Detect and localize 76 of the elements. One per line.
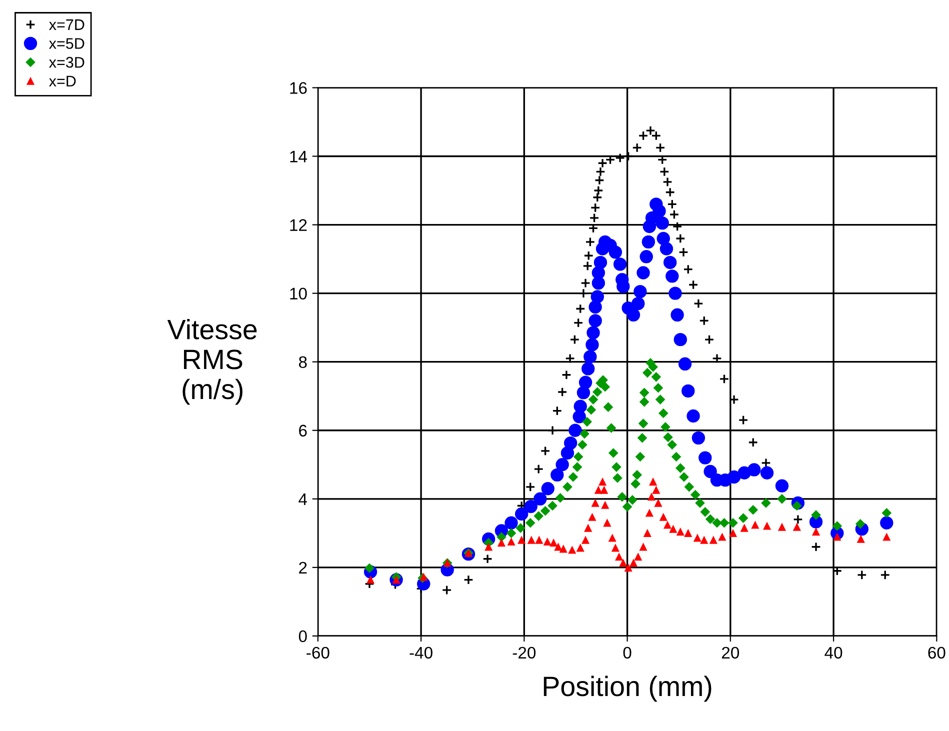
point bbox=[740, 524, 748, 532]
point bbox=[763, 522, 771, 530]
point bbox=[601, 501, 609, 509]
x-tick-label: 0 bbox=[623, 646, 632, 659]
x-tick-label: -40 bbox=[410, 646, 432, 659]
point bbox=[550, 538, 558, 547]
y-tick-label: 0 bbox=[298, 630, 307, 642]
point bbox=[882, 533, 890, 541]
point bbox=[652, 486, 660, 494]
point bbox=[812, 528, 820, 536]
x-tick-label: -20 bbox=[512, 646, 536, 659]
point bbox=[518, 536, 526, 544]
point bbox=[507, 538, 516, 546]
point bbox=[624, 564, 632, 572]
point bbox=[630, 559, 638, 567]
x-axis-title: Position (mm) bbox=[544, 676, 712, 702]
point bbox=[535, 536, 543, 544]
point bbox=[729, 529, 737, 537]
point bbox=[528, 536, 536, 544]
point bbox=[588, 513, 596, 521]
point bbox=[654, 499, 662, 507]
y-tick-label: 8 bbox=[298, 356, 307, 368]
point bbox=[608, 534, 616, 542]
point bbox=[584, 524, 592, 532]
point bbox=[594, 486, 602, 494]
point bbox=[634, 552, 642, 561]
point bbox=[660, 513, 668, 521]
x-tick-label: 20 bbox=[722, 646, 740, 659]
legend-label: x=5D bbox=[49, 38, 84, 49]
point bbox=[857, 535, 865, 543]
point bbox=[603, 519, 611, 527]
point bbox=[664, 521, 672, 529]
point bbox=[793, 523, 801, 531]
x-tick-label: 40 bbox=[824, 646, 842, 659]
point bbox=[639, 543, 648, 551]
y-tick-label: 16 bbox=[290, 82, 307, 94]
x-tick-label: 60 bbox=[928, 646, 946, 659]
point bbox=[778, 523, 786, 531]
y-tick-label: 2 bbox=[299, 562, 307, 574]
y-tick-label: 12 bbox=[290, 219, 307, 231]
legend-label: x=7D bbox=[49, 19, 84, 30]
point bbox=[619, 559, 627, 567]
point bbox=[676, 528, 684, 536]
point bbox=[498, 538, 506, 547]
point bbox=[615, 552, 623, 561]
y-tick-label: 4 bbox=[298, 493, 308, 505]
point bbox=[669, 525, 677, 533]
point bbox=[648, 493, 656, 501]
point bbox=[649, 478, 657, 486]
point bbox=[718, 533, 726, 541]
point bbox=[710, 536, 718, 544]
y-tick-label: 6 bbox=[299, 424, 307, 437]
point bbox=[751, 521, 759, 529]
point bbox=[554, 543, 562, 551]
x-tick-label: -60 bbox=[306, 646, 330, 659]
point bbox=[592, 499, 600, 507]
y-axis-title: Vitesse RMS (m/s) bbox=[167, 318, 257, 405]
y-tick-label: 10 bbox=[290, 288, 307, 300]
y-tick-label: 14 bbox=[290, 150, 308, 162]
legend-label: x=D bbox=[49, 76, 76, 86]
legend-label: x=3D bbox=[49, 56, 84, 68]
point bbox=[600, 486, 608, 494]
point bbox=[484, 543, 492, 551]
point bbox=[544, 538, 552, 546]
point bbox=[700, 536, 708, 544]
point bbox=[568, 546, 576, 554]
point bbox=[644, 529, 652, 537]
point bbox=[366, 576, 374, 584]
point bbox=[694, 534, 702, 542]
point bbox=[576, 544, 584, 552]
point bbox=[560, 545, 568, 553]
point bbox=[684, 529, 692, 537]
point bbox=[598, 478, 606, 486]
point bbox=[646, 509, 654, 517]
point bbox=[612, 544, 620, 552]
point bbox=[582, 536, 590, 544]
